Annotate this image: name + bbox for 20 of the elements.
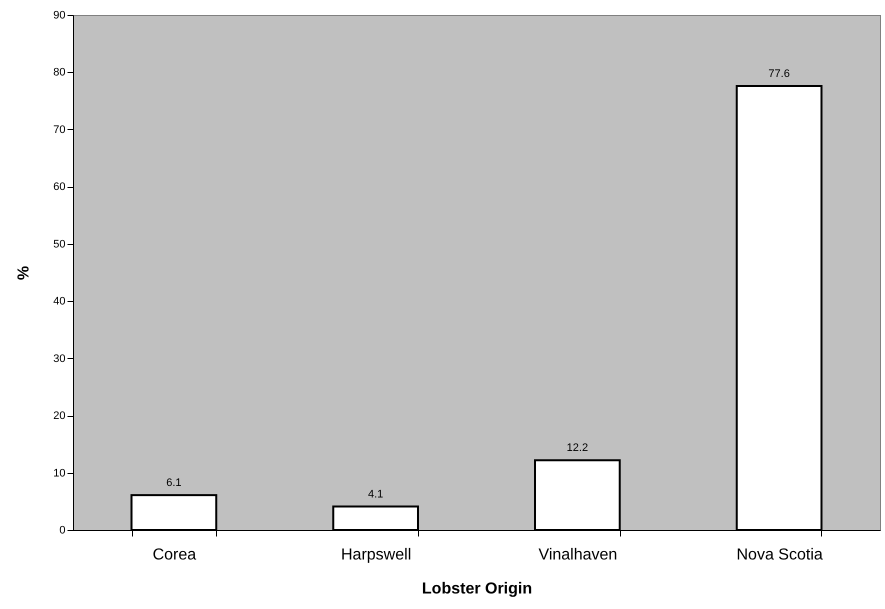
y-tick-label: 10: [53, 467, 66, 480]
data-label: 77.6: [768, 68, 790, 80]
y-axis-title: %: [15, 266, 32, 280]
y-tick-label: 60: [53, 181, 66, 194]
y-tick-label: 50: [53, 238, 66, 250]
y-tick-label: 40: [53, 296, 66, 308]
y-tick-label: 90: [53, 10, 66, 22]
data-label: 12.2: [566, 442, 588, 454]
y-tick-label: 30: [53, 352, 66, 365]
x-tick-label: Corea: [152, 546, 196, 564]
x-tick-label: Harpswell: [341, 546, 412, 564]
y-tick-label: 70: [53, 124, 66, 136]
data-label: 4.1: [368, 488, 384, 501]
y-tick-label: 0: [59, 524, 66, 536]
y-tick-label: 80: [53, 66, 66, 79]
x-tick-label: Nova Scotia: [736, 546, 823, 564]
x-tick-label: Vinalhaven: [538, 546, 618, 564]
data-label: 6.1: [166, 477, 182, 490]
x-axis-title: Lobster Origin: [422, 580, 532, 598]
y-tick-label: 20: [53, 410, 66, 422]
